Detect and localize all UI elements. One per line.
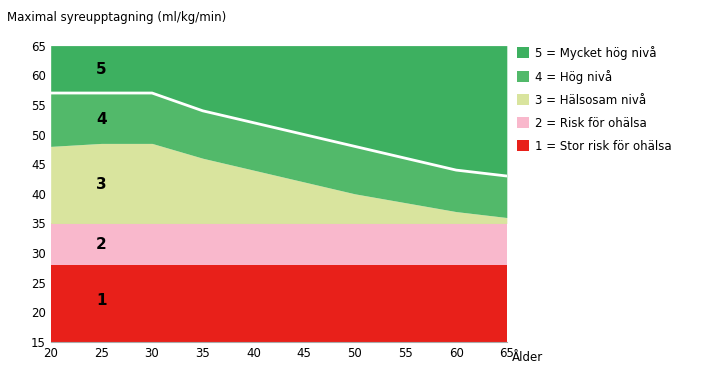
Text: 3: 3 <box>96 177 106 192</box>
Text: 1: 1 <box>96 293 106 308</box>
Text: 5: 5 <box>96 62 106 77</box>
Text: 4: 4 <box>96 112 106 127</box>
Text: 2: 2 <box>96 237 106 252</box>
Text: Maximal syreupptagning (ml/kg/min): Maximal syreupptagning (ml/kg/min) <box>7 11 227 24</box>
Legend: 5 = Mycket hög nivå, 4 = Hög nivå, 3 = Hälsosam nivå, 2 = Risk för ohälsa, 1 = S: 5 = Mycket hög nivå, 4 = Hög nivå, 3 = H… <box>517 46 672 153</box>
Text: Ålder: Ålder <box>512 351 543 364</box>
